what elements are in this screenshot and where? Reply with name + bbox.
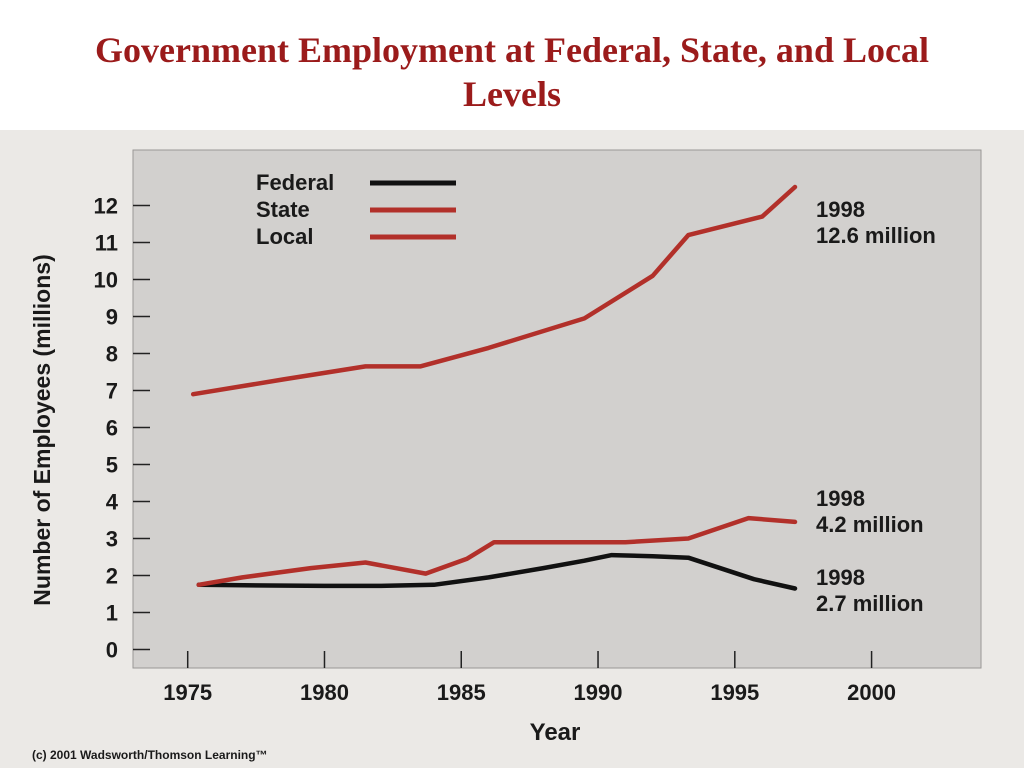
y-tick-label-1: 1: [106, 601, 118, 626]
annotation-value-local: 12.6 million: [816, 223, 936, 248]
annotation-value-federal: 2.7 million: [816, 591, 924, 616]
legend-label-federal: Federal: [256, 170, 334, 195]
legend-label-local: Local: [256, 224, 313, 249]
plot-area: [132, 149, 982, 669]
y-tick-label-0: 0: [106, 638, 118, 663]
y-tick-label-10: 10: [94, 268, 118, 293]
slide-title-line-1: Government Employment at Federal, State,…: [95, 30, 929, 70]
y-tick-label-6: 6: [106, 416, 118, 441]
x-tick-label-2000: 2000: [847, 680, 896, 705]
x-axis: 1975 1980 1985 1990 1995 2000: [163, 651, 896, 705]
slide-title: Government Employment at Federal, State,…: [0, 28, 1024, 116]
x-tick-label-1990: 1990: [574, 680, 623, 705]
y-tick-label-2: 2: [106, 564, 118, 589]
annotation-value-state: 4.2 million: [816, 512, 924, 537]
y-tick-label-5: 5: [106, 453, 118, 478]
y-tick-label-7: 7: [106, 379, 118, 404]
x-tick-label-1995: 1995: [710, 680, 759, 705]
annotation-year-federal: 1998: [816, 565, 865, 590]
y-axis-title: Number of Employees (millions): [29, 254, 55, 605]
y-tick-label-11: 11: [95, 231, 118, 256]
slide-title-line-2: Levels: [463, 74, 561, 114]
y-tick-label-9: 9: [106, 305, 118, 330]
x-tick-label-1975: 1975: [163, 680, 212, 705]
legend-label-state: State: [256, 197, 310, 222]
annotation-year-local: 1998: [816, 197, 865, 222]
x-tick-label-1985: 1985: [437, 680, 486, 705]
series-line-federal: [196, 552, 798, 591]
series-line-local: [190, 184, 798, 397]
y-tick-label-3: 3: [106, 527, 118, 552]
x-tick-label-1980: 1980: [300, 680, 349, 705]
y-tick-label-8: 8: [106, 342, 118, 367]
y-tick-label-12: 12: [94, 194, 118, 219]
credit-line: (c) 2001 Wadsworth/Thomson Learning™: [32, 748, 268, 762]
y-tick-label-4: 4: [106, 490, 119, 515]
series-lines: [190, 184, 798, 591]
annotation-year-state: 1998: [816, 486, 865, 511]
series-line-state: [196, 515, 798, 588]
x-axis-title: Year: [530, 719, 581, 746]
